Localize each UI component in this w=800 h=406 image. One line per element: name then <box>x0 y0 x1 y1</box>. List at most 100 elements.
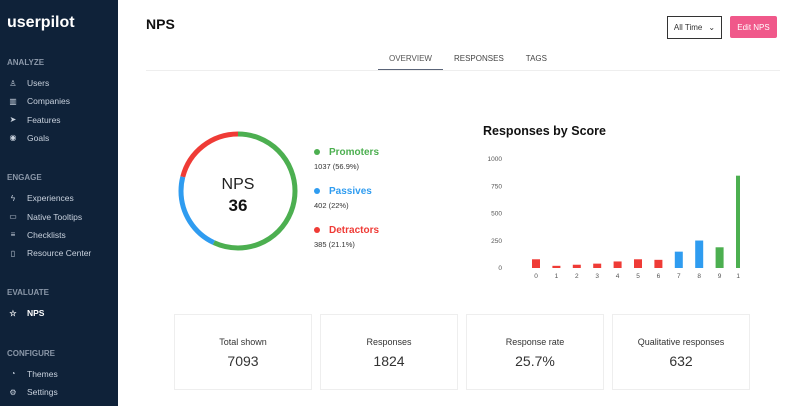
sidebar-item-label: Features <box>27 114 61 125</box>
legend-name: Promoters <box>329 147 380 158</box>
x-tick-label: 9 <box>718 273 722 280</box>
sidebar-item-label: Experiences <box>27 193 74 204</box>
edit-nps-button[interactable]: Edit NPS <box>730 16 777 38</box>
x-tick-label: 4 <box>616 273 620 280</box>
bar-score-0 <box>532 259 540 268</box>
sidebar: userpilot ANALYZE ♙ Users ▥ Companies ➤ Featur… <box>0 0 118 406</box>
sidebar-item-label: Settings <box>27 387 58 397</box>
logo: userpilot <box>7 14 75 31</box>
date-range-select[interactable]: All Time ⌄ <box>667 16 722 39</box>
legend-detail: 385 (21.1%) <box>314 240 355 249</box>
x-tick-label: 5 <box>636 273 640 280</box>
x-tick-label: 8 <box>697 273 701 280</box>
divider <box>146 70 780 71</box>
sidebar-item-experiences[interactable]: ϟ Experiences <box>9 193 74 203</box>
sidebar-item-label: Goals <box>27 132 50 143</box>
gear-icon: ⚙ <box>9 387 17 397</box>
stat-label: Total shown <box>219 337 267 347</box>
legend-detail: 1037 (56.9%) <box>314 162 360 171</box>
sidebar-item-checklists[interactable]: ≡ Checklists <box>9 230 66 240</box>
tab-responses[interactable]: RESPONSES <box>453 54 504 63</box>
stat-card: Total shown 7093 <box>174 314 312 390</box>
y-tick-label: 500 <box>491 211 502 218</box>
sidebar-item-label: Resource Center <box>27 248 92 259</box>
sidebar-item-resource-center[interactable]: ▯ Resource Center <box>9 248 91 258</box>
bar-score-6 <box>654 259 663 268</box>
legend-name: Passives <box>329 186 372 197</box>
bar-score-3 <box>593 263 602 268</box>
y-tick-label: 750 <box>491 183 502 190</box>
sidebar-item-features[interactable]: ➤ Features <box>9 115 61 125</box>
bar-score-4 <box>613 261 622 268</box>
bar-score-1 <box>552 265 561 268</box>
bar-score-10 <box>736 175 740 268</box>
stat-card: Responses 1824 <box>320 314 458 390</box>
page-title: NPS <box>146 16 175 32</box>
target-icon: ◉ <box>9 133 17 143</box>
tabs: OVERVIEW RESPONSES TAGS <box>378 54 558 71</box>
x-tick-label: 0 <box>534 273 538 280</box>
x-tick-label: 7 <box>677 273 681 280</box>
responses-by-score-chart: 0 250 500 750 1000 0 1 2 3 4 5 6 7 8 9 10 <box>488 156 740 280</box>
sidebar-item-settings[interactable]: ⚙ Settings <box>9 387 58 397</box>
sidebar-section-title: EVALUATE <box>7 288 49 298</box>
stat-value: 632 <box>669 353 693 369</box>
y-tick-label: 0 <box>498 265 502 272</box>
main-content: NPS All Time ⌄ Edit NPS OVERVIEW RESPONSE… <box>118 0 800 406</box>
stat-label: Response rate <box>505 337 565 347</box>
tab-tags[interactable]: TAGS <box>525 54 547 63</box>
bar-score-5 <box>634 259 642 268</box>
building-icon: ▥ <box>9 96 17 106</box>
donut-segment-passives <box>178 131 298 251</box>
book-icon: ▯ <box>10 248 16 258</box>
sidebar-section-title: CONFIGURE <box>7 348 55 358</box>
sidebar-item-goals[interactable]: ◉ Goals <box>9 132 50 143</box>
star-icon: ☆ <box>9 308 17 318</box>
legend-dot <box>314 227 320 234</box>
legend-passives: Passives 402 (22%) <box>314 186 372 210</box>
x-tick-label: 3 <box>595 273 599 280</box>
sidebar-item-label: NPS <box>27 308 45 319</box>
stat-label: Responses <box>366 337 412 347</box>
stat-card: Qualitative responses 632 <box>612 314 750 390</box>
legend-dot <box>314 188 320 195</box>
legend-promoters: Promoters 1037 (56.9%) <box>314 147 379 171</box>
chart-title: Responses by Score <box>483 124 606 138</box>
nps-label: NPS <box>222 176 255 193</box>
bar-score-7 <box>674 251 683 268</box>
stat-card: Response rate 25.7% <box>466 314 604 390</box>
stat-label: Qualitative responses <box>637 337 725 347</box>
palette-icon: ◔ <box>10 369 16 379</box>
stat-value: 7093 <box>227 353 259 369</box>
user-icon: ♙ <box>9 78 17 88</box>
sidebar-item-themes[interactable]: ◔ Themes <box>9 369 58 379</box>
legend-detractors: Detractors 385 (21.1%) <box>314 225 379 249</box>
sidebar-item-label: Checklists <box>27 229 66 240</box>
sidebar-item-label: Themes <box>27 368 58 379</box>
x-tick-label: 2 <box>575 273 579 280</box>
bar-score-8 <box>695 240 704 268</box>
legend-name: Detractors <box>329 225 380 236</box>
legend-detail: 402 (22%) <box>314 201 349 210</box>
list-icon: ≡ <box>10 230 16 240</box>
legend-dot <box>314 149 320 156</box>
x-tick-label: 6 <box>657 273 661 280</box>
sidebar-item-native-tooltips[interactable]: ▭ Native Tooltips <box>9 212 82 222</box>
sidebar-item-nps[interactable]: ☆ NPS <box>9 308 44 318</box>
send-icon: ➤ <box>9 115 17 125</box>
sidebar-item-label: Users <box>27 78 50 88</box>
sidebar-section-title: ENGAGE <box>7 173 42 183</box>
x-tick-label: 10 <box>736 273 740 280</box>
sidebar-item-label: Native Tooltips <box>27 211 83 222</box>
date-range-value: All Time <box>673 23 703 32</box>
tab-overview[interactable]: OVERVIEW <box>378 54 443 71</box>
donut-segment-promoters <box>178 131 298 251</box>
sidebar-item-users[interactable]: ♙ Users <box>9 78 49 88</box>
x-tick-label: 1 <box>555 273 559 280</box>
sidebar-item-label: Companies <box>27 96 70 107</box>
lightning-icon: ϟ <box>10 193 16 203</box>
sidebar-item-companies[interactable]: ▥ Companies <box>9 96 70 106</box>
stat-value: 25.7% <box>515 353 555 369</box>
nps-score: 36 <box>229 196 248 215</box>
bar-score-2 <box>572 264 581 268</box>
